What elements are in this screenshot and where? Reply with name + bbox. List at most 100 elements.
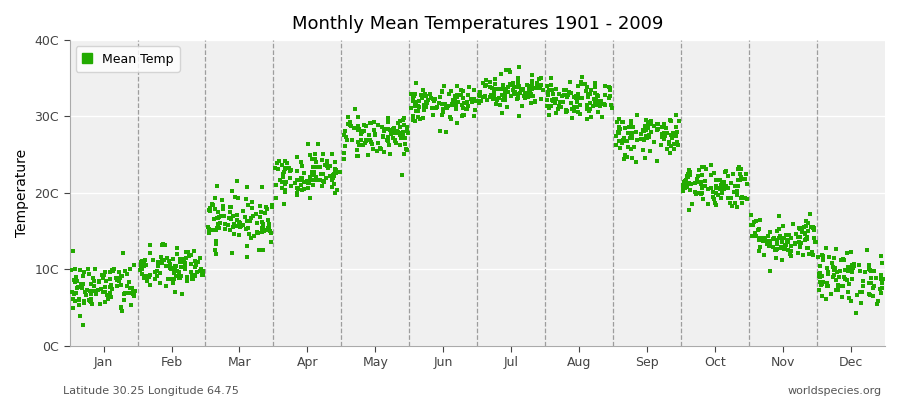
Point xyxy=(472,98,487,104)
Point xyxy=(150,262,165,269)
Point xyxy=(381,115,395,121)
Point xyxy=(509,84,524,90)
Point xyxy=(752,244,767,251)
Point xyxy=(308,156,322,163)
Point xyxy=(746,222,760,228)
Point xyxy=(455,95,470,102)
Point xyxy=(208,195,222,201)
Point xyxy=(210,183,224,189)
Point xyxy=(719,183,733,190)
Point xyxy=(276,201,291,207)
Point xyxy=(565,106,580,112)
Point xyxy=(256,223,270,229)
Point xyxy=(715,179,729,185)
Point xyxy=(290,176,304,183)
Point xyxy=(572,94,586,101)
Point xyxy=(681,207,696,213)
Point xyxy=(491,86,506,92)
Point xyxy=(163,265,177,271)
Point xyxy=(238,214,253,220)
Point xyxy=(861,265,876,272)
Point xyxy=(309,174,323,180)
Point xyxy=(210,215,224,222)
Point xyxy=(770,228,784,234)
Point xyxy=(695,190,709,196)
Point xyxy=(861,291,876,297)
Point xyxy=(544,82,558,88)
Point xyxy=(202,230,216,236)
Point xyxy=(190,268,204,275)
Point xyxy=(616,137,631,144)
Point xyxy=(647,139,662,145)
Point xyxy=(123,284,138,291)
Point xyxy=(246,213,260,220)
Point xyxy=(450,83,464,89)
Point xyxy=(491,95,506,101)
Point xyxy=(318,162,332,169)
Point xyxy=(202,205,217,211)
Point xyxy=(177,266,192,272)
Point xyxy=(347,124,362,131)
Point xyxy=(76,322,90,328)
Point xyxy=(827,254,842,261)
Point xyxy=(841,288,855,295)
Point xyxy=(815,293,830,300)
Point xyxy=(338,142,352,149)
Point xyxy=(827,267,842,274)
Point xyxy=(831,282,845,289)
Point xyxy=(411,108,426,114)
Point xyxy=(775,244,789,250)
Point xyxy=(670,139,684,145)
Point xyxy=(501,84,516,90)
Point xyxy=(617,125,632,131)
Point xyxy=(284,167,299,173)
Point xyxy=(488,81,502,88)
Point xyxy=(120,271,134,277)
Point xyxy=(94,285,108,292)
Point xyxy=(408,102,422,108)
Point xyxy=(636,146,651,153)
Title: Monthly Mean Temperatures 1901 - 2009: Monthly Mean Temperatures 1901 - 2009 xyxy=(292,15,663,33)
Point xyxy=(340,137,355,143)
Point xyxy=(397,122,411,128)
Point xyxy=(214,197,229,204)
Point xyxy=(416,87,430,93)
Point xyxy=(856,283,870,289)
Point xyxy=(851,262,866,268)
Point xyxy=(727,189,742,196)
Point xyxy=(566,103,580,110)
Point xyxy=(155,242,169,248)
Point xyxy=(180,278,194,284)
Point xyxy=(70,285,85,292)
Point xyxy=(511,64,526,70)
Point xyxy=(715,190,729,196)
Point xyxy=(570,103,584,110)
Point xyxy=(772,235,787,242)
Point xyxy=(88,288,103,294)
Point xyxy=(103,276,117,282)
Point xyxy=(574,81,589,88)
Point xyxy=(413,116,428,122)
Point xyxy=(776,222,790,229)
Point xyxy=(324,177,338,183)
Point xyxy=(777,235,791,241)
Point xyxy=(203,227,218,234)
Point xyxy=(678,178,692,184)
Point xyxy=(392,124,407,130)
Point xyxy=(500,104,514,110)
Point xyxy=(338,128,353,134)
Point xyxy=(793,234,807,241)
Point xyxy=(837,274,851,280)
Point xyxy=(175,290,189,297)
Point xyxy=(148,276,162,282)
Point xyxy=(515,86,529,92)
Point xyxy=(300,178,314,184)
Point xyxy=(112,278,126,285)
Point xyxy=(713,186,727,193)
Point xyxy=(157,256,171,263)
Point xyxy=(272,157,286,164)
Point xyxy=(787,221,801,227)
Point xyxy=(395,172,410,179)
Point xyxy=(98,289,112,296)
Point xyxy=(639,117,653,123)
